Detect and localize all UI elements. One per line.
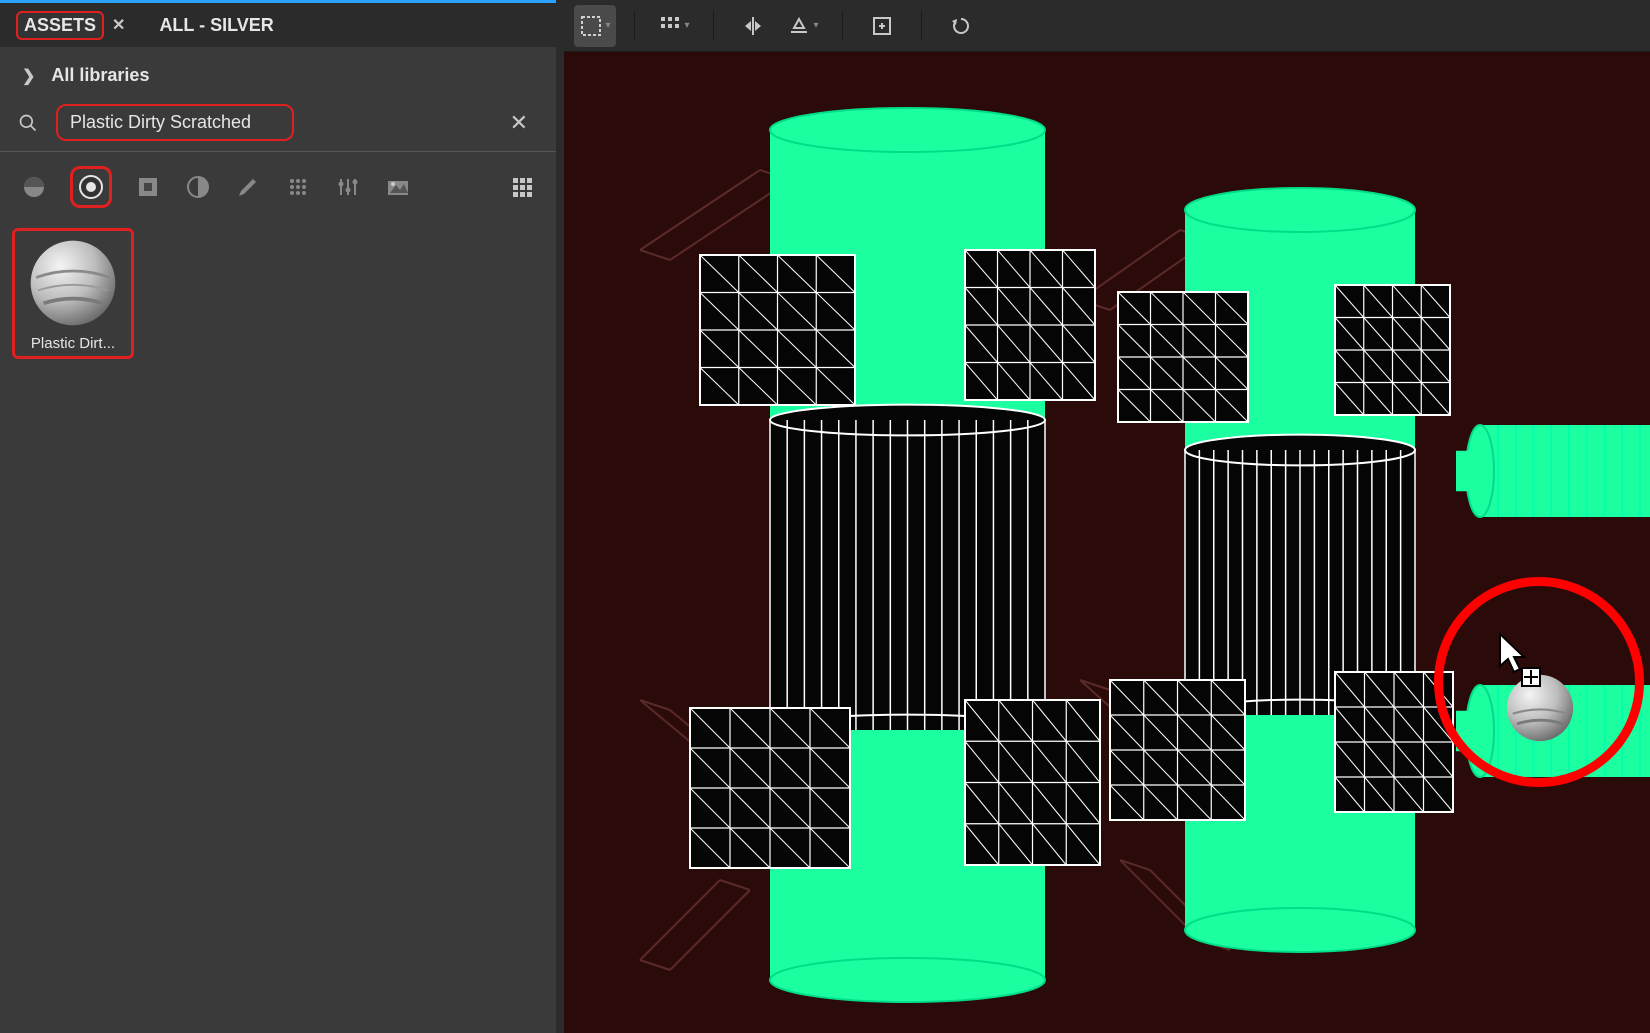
scene-render (564, 52, 1650, 1033)
alpha-filter-icon[interactable] (184, 173, 212, 201)
library-label: All libraries (51, 65, 149, 86)
procedural-filter-icon[interactable] (284, 173, 312, 201)
close-icon[interactable]: ✕ (112, 15, 125, 35)
texture-filter-icon[interactable] (134, 173, 162, 201)
projection-button[interactable]: ▾ (782, 5, 824, 47)
environment-filter-icon[interactable] (384, 173, 412, 201)
history-button[interactable] (940, 5, 982, 47)
clear-search-icon[interactable]: ✕ (500, 106, 538, 140)
display-mode-button[interactable]: ▾ (653, 5, 695, 47)
asset-label: Plastic Dirt... (19, 335, 127, 352)
panel-divider[interactable] (556, 0, 564, 1033)
selection-mode-button[interactable]: ▾ (574, 5, 616, 47)
brush-filter-icon[interactable] (234, 173, 262, 201)
materials-filter-icon[interactable] (20, 173, 48, 201)
viewport-toolbar: ▾ ▾ ▾ (564, 0, 1650, 52)
tab-label: ASSETS (16, 11, 104, 40)
tab-label: ALL - SILVER (159, 15, 273, 36)
view-grid-icon[interactable] (508, 173, 536, 201)
asset-item[interactable]: Plastic Dirt... (12, 228, 134, 359)
panel-tab-bar: ASSETS ✕ ALL - SILVER (0, 3, 556, 47)
smart-materials-filter-icon[interactable] (70, 166, 112, 208)
symmetry-button[interactable] (732, 5, 774, 47)
assets-panel: ASSETS ✕ ALL - SILVER ❯ All libraries ✕ (0, 0, 556, 1033)
search-icon (18, 113, 38, 133)
tab-assets[interactable]: ASSETS ✕ (6, 5, 135, 46)
chevron-right-icon: ❯ (22, 66, 35, 86)
search-input[interactable] (70, 112, 280, 133)
tab-all-silver[interactable]: ALL - SILVER (149, 9, 283, 42)
sliders-filter-icon[interactable] (334, 173, 362, 201)
library-selector[interactable]: ❯ All libraries (0, 47, 556, 96)
material-preview-icon (27, 237, 119, 329)
search-bar: ✕ (0, 96, 556, 152)
filter-bar (0, 152, 556, 218)
frame-button[interactable] (861, 5, 903, 47)
asset-grid: Plastic Dirt... (0, 218, 556, 1033)
viewport-3d[interactable] (564, 52, 1650, 1033)
